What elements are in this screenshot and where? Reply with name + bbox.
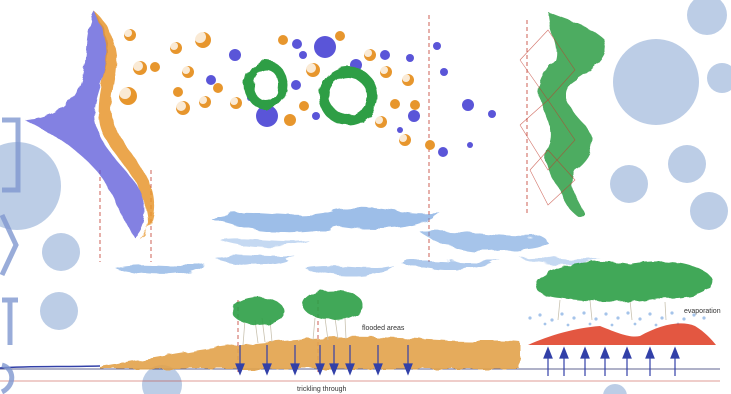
bg-circle xyxy=(668,145,706,183)
violet-dot xyxy=(462,99,474,111)
bg-circle xyxy=(603,384,627,394)
flooded-areas-label: flooded areas xyxy=(362,325,405,332)
violet-dot xyxy=(380,50,390,60)
bg-circle xyxy=(142,365,182,394)
violet-dot xyxy=(291,80,301,90)
orange-sphere xyxy=(278,35,288,45)
bg-circle xyxy=(42,233,80,271)
floating-particles xyxy=(119,29,496,157)
tree-canopies xyxy=(232,261,713,346)
orange-sphere xyxy=(335,31,345,41)
violet-dot xyxy=(397,127,403,133)
orange-sphere xyxy=(150,62,160,72)
violet-dot xyxy=(467,142,473,148)
violet-dot xyxy=(256,105,278,127)
water-strokes xyxy=(115,207,600,277)
green-foliage-rings xyxy=(244,60,378,126)
orange-sphere xyxy=(284,114,296,126)
bg-circle xyxy=(687,0,727,35)
orange-sphere xyxy=(425,140,435,150)
vertical-green-foliage xyxy=(519,12,607,216)
sand-slope xyxy=(100,336,520,369)
violet-dot xyxy=(433,42,441,50)
violet-dot xyxy=(438,147,448,157)
orange-sphere xyxy=(390,99,400,109)
orange-sphere xyxy=(213,83,223,93)
violet-dot xyxy=(488,110,496,118)
evaporation-label: evaporation xyxy=(684,308,721,315)
infiltration-arrows xyxy=(235,345,413,376)
red-mounds xyxy=(528,323,716,345)
bg-circle xyxy=(0,142,61,230)
orange-sphere xyxy=(173,87,183,97)
violet-dot xyxy=(406,54,414,62)
violet-dot xyxy=(440,68,448,76)
ground-profile xyxy=(0,336,720,382)
trickling-through-label: trickling through xyxy=(297,386,347,393)
evaporation-arrows xyxy=(543,346,680,376)
edge-glyphs xyxy=(0,117,21,394)
orange-sphere xyxy=(299,101,309,111)
bg-circle xyxy=(610,165,648,203)
violet-dot xyxy=(312,112,320,120)
violet-dot xyxy=(206,75,216,85)
violet-dot xyxy=(408,110,420,122)
orange-sphere xyxy=(410,100,420,110)
evaporation-dots xyxy=(528,311,706,327)
bg-circle xyxy=(40,292,78,330)
violet-dot xyxy=(229,49,241,61)
bg-circle xyxy=(690,192,728,230)
violet-dot xyxy=(299,51,307,59)
bg-circle xyxy=(707,63,731,93)
violet-dot xyxy=(314,36,336,58)
bg-circle xyxy=(613,39,699,125)
violet-dot xyxy=(292,39,302,49)
violet-wash-curve xyxy=(25,12,154,240)
